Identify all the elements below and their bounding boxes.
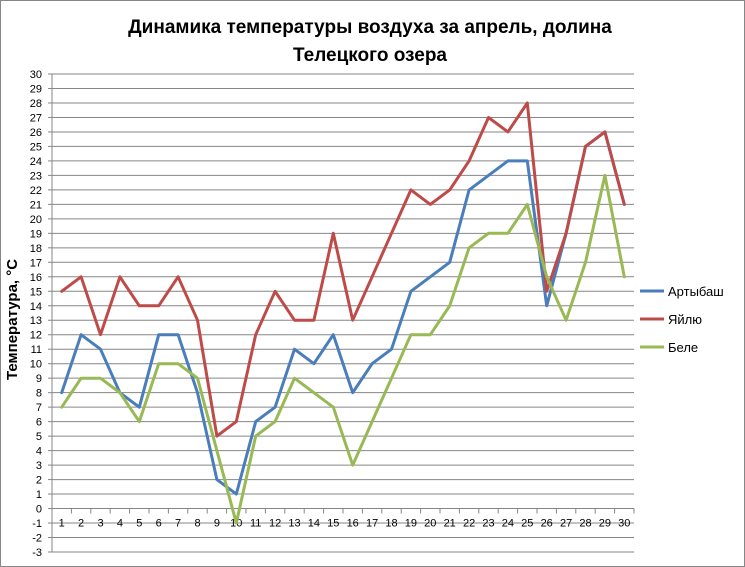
- y-tick-label: 9: [36, 373, 42, 385]
- y-tick-label: 21: [30, 199, 42, 211]
- y-tick-label: 11: [31, 344, 42, 356]
- x-tick-label: 29: [599, 518, 611, 530]
- y-tick-label: 1: [36, 489, 42, 501]
- x-tick-label: 26: [541, 518, 553, 530]
- y-tick-label: 4: [36, 446, 42, 458]
- x-tick-label: 9: [214, 518, 220, 530]
- x-tick-label: 1: [59, 518, 65, 530]
- y-tick-label: 29: [30, 83, 42, 95]
- y-tick-label: 28: [30, 98, 42, 110]
- chart-title-line-2: Телецкого озера: [293, 45, 447, 66]
- x-tick-label: 8: [194, 518, 200, 530]
- y-tick-label: 7: [36, 402, 42, 414]
- y-tick-label: 5: [36, 431, 42, 443]
- x-tick-label: 20: [424, 518, 436, 530]
- x-tick-label: 5: [136, 518, 142, 530]
- y-tick-label: 8: [36, 388, 42, 400]
- y-tick-label: 16: [30, 272, 42, 284]
- x-tick-label: 16: [347, 518, 359, 530]
- y-tick-label: 6: [36, 417, 42, 429]
- x-tick-label: 12: [269, 518, 281, 530]
- x-tick-label: 23: [482, 518, 494, 530]
- y-tick-label: 19: [30, 228, 42, 240]
- y-tick-label: 3: [36, 460, 42, 472]
- legend-label-1: Артыбаш: [668, 284, 724, 299]
- x-tick-label: 22: [463, 518, 475, 530]
- series-line-1: [60, 130, 626, 496]
- x-tick-label: 4: [117, 518, 123, 530]
- y-tick-label: 24: [30, 156, 42, 168]
- y-tick-label: 17: [30, 257, 42, 269]
- legend-label-3: Беле: [668, 340, 698, 355]
- y-tick-label: 30: [30, 69, 42, 81]
- x-tick-label: 2: [78, 518, 84, 530]
- x-tick-label: 30: [618, 518, 630, 530]
- series-line-3: [60, 173, 626, 525]
- chart-title-line-1: Динамика температуры воздуха за апрель, …: [128, 17, 612, 38]
- chart-title: Динамика температуры воздуха за апрель, …: [60, 14, 680, 70]
- y-tick-label: 18: [30, 243, 42, 255]
- x-tick-label: 24: [502, 518, 514, 530]
- y-tick-label: -2: [32, 533, 42, 545]
- y-tick-label: 25: [30, 141, 42, 153]
- y-tick-label: 14: [30, 301, 42, 313]
- y-tick-label: 13: [30, 315, 42, 327]
- x-tick-label: 21: [444, 518, 456, 530]
- y-tick-label: -1: [32, 518, 42, 530]
- x-tick-label: 25: [521, 518, 533, 530]
- y-tick-label: 27: [30, 112, 42, 124]
- x-tick-label: 13: [288, 518, 300, 530]
- x-tick-label: 14: [308, 518, 320, 530]
- x-tick-label: 3: [97, 518, 103, 530]
- y-tick-label: 23: [30, 170, 42, 182]
- y-tick-label: 0: [36, 504, 42, 516]
- y-tick-label: 20: [30, 214, 42, 226]
- y-tick-label: 10: [30, 359, 42, 371]
- y-tick-label: 22: [30, 185, 42, 197]
- y-tick-label: -3: [32, 547, 42, 559]
- x-tick-label: 27: [560, 518, 572, 530]
- x-tick-label: 7: [175, 518, 181, 530]
- x-tick-label: 15: [327, 518, 339, 530]
- x-tick-label: 19: [405, 518, 417, 530]
- series-line-2: [60, 101, 626, 438]
- y-tick-label: 2: [36, 475, 42, 487]
- y-tick-label: 12: [30, 330, 42, 342]
- y-tick-label: 26: [30, 127, 42, 139]
- x-tick-label: 6: [156, 518, 162, 530]
- x-tick-label: 18: [385, 518, 397, 530]
- x-tick-label: 17: [366, 518, 378, 530]
- x-tick-label: 11: [250, 518, 261, 530]
- x-tick-label: 28: [579, 518, 591, 530]
- legend-label-2: Яйлю: [668, 312, 702, 327]
- y-tick-label: 15: [30, 286, 42, 298]
